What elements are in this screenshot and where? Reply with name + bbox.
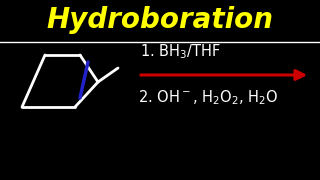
Text: Hydroboration: Hydroboration	[46, 6, 274, 34]
Text: 1. BH$_3$/THF: 1. BH$_3$/THF	[140, 43, 221, 61]
Text: 2. OH$^-$, H$_2$O$_2$, H$_2$O: 2. OH$^-$, H$_2$O$_2$, H$_2$O	[138, 89, 278, 107]
